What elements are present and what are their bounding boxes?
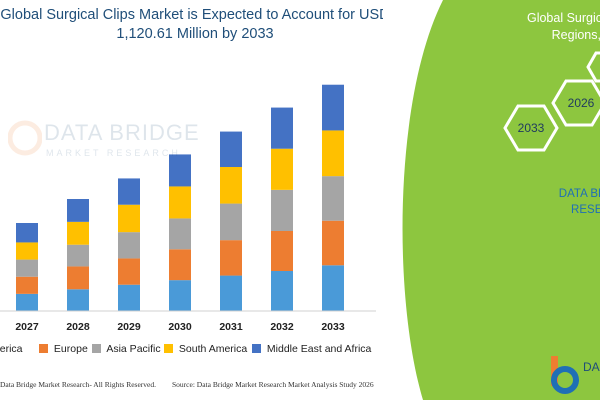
legend-label-america: America <box>0 343 23 355</box>
watermark: DATA BRIDGE MARKET RESEARCH <box>7 118 199 163</box>
bar-segment-2033-south-america <box>322 130 344 177</box>
legend: America Europe Asia Pacific South Americ… <box>0 343 384 359</box>
watermark-subtext: MARKET RESEARCH <box>46 148 181 158</box>
x-tick-label-2028: 2028 <box>66 321 90 333</box>
bar-segment-2027-south-america <box>16 242 38 260</box>
bar-segment-2030-america <box>169 280 191 311</box>
side-panel-brand-line-2: RESEARCH <box>571 204 600 216</box>
hex-year-2026: 2026 <box>551 79 600 127</box>
bar-segment-2031-asia-pacific <box>220 203 242 241</box>
x-tick-label-2027: 2027 <box>15 321 39 333</box>
side-panel-brand-line-1: DATA BRIDGE M <box>558 188 600 200</box>
bar-segment-2027-america <box>16 293 38 311</box>
bar-segment-2032-america <box>271 271 293 311</box>
source-note: Source: Data Bridge Market Research Mark… <box>172 380 374 389</box>
bar-segment-2030-asia-pacific <box>169 218 191 250</box>
bar-segment-2033-america <box>322 265 344 311</box>
legend-swatch-middle-east-and-africa <box>252 344 261 353</box>
legend-item-europe: Europe <box>39 343 88 355</box>
bar-segment-2030-middle-east-and-africa <box>169 154 191 187</box>
legend-swatch-south-america <box>164 344 173 353</box>
bar-segment-2028-middle-east-and-africa <box>67 199 89 222</box>
bar-segment-2029-europe <box>118 258 140 285</box>
legend-swatch-europe <box>39 344 48 353</box>
side-panel-brand: DATA BRIDGE M RESEARCH <box>503 186 600 218</box>
bar-segment-2032-europe <box>271 231 293 271</box>
brand-logo-text: DA <box>583 360 600 374</box>
chart-title-line-2: 1,120.61 Million by 2033 <box>116 26 274 42</box>
legend-label-south-america: South America <box>178 343 248 355</box>
hex-decoration <box>586 51 600 83</box>
hex-year-2033: 2033 <box>503 104 559 152</box>
chart-title: Global Surgical Clips Market is Expected… <box>0 6 390 44</box>
tick-labels: 2027 2028 2029 2030 2031 2032 2033 <box>15 321 345 333</box>
bar-segment-2027-europe <box>16 276 38 294</box>
bar-segment-2032-south-america <box>271 148 293 190</box>
side-panel-heading: Global Surgical Clips Regions, 20 <box>475 10 600 44</box>
side-panel: 2033 2026 Global Surgical Clips Regions,… <box>383 0 600 400</box>
bar-segment-2030-south-america <box>169 186 191 219</box>
x-tick-label-2029: 2029 <box>117 321 141 333</box>
bar-segment-2032-middle-east-and-africa <box>271 107 293 149</box>
legend-item-south-america: South America <box>164 343 247 355</box>
bar-segment-2033-middle-east-and-africa <box>322 84 344 131</box>
x-tick-label-2030: 2030 <box>168 321 192 333</box>
bar-segment-2031-middle-east-and-africa <box>220 131 242 167</box>
side-panel-heading-line-2: Regions, 20 <box>551 28 600 42</box>
watermark-logo-icon <box>7 120 43 156</box>
chart-title-line-1: Global Surgical Clips Market is Expected… <box>0 7 390 23</box>
side-panel-heading-line-1: Global Surgical Clips <box>526 11 600 25</box>
brand-logo-icon <box>551 356 579 394</box>
hex-year-2026-label: 2026 <box>568 96 595 110</box>
copyright-note: Data Bridge Market Research- All Rights … <box>0 380 156 389</box>
bar-segment-2032-asia-pacific <box>271 189 293 231</box>
bar-segment-2031-europe <box>220 240 242 276</box>
x-tick-label-2033: 2033 <box>321 321 345 333</box>
legend-label-middle-east-and-africa: Middle East and Africa <box>266 343 372 355</box>
legend-label-asia-pacific: Asia Pacific <box>106 343 161 355</box>
bar-segment-2029-middle-east-and-africa <box>118 178 140 205</box>
bar-segment-2027-middle-east-and-africa <box>16 223 38 243</box>
chart: 2027 2028 2029 2030 2031 2032 2033 <box>0 84 376 333</box>
bar-segment-2028-south-america <box>67 221 89 245</box>
legend-item-america: America <box>0 343 23 355</box>
legend-swatch-asia-pacific <box>92 344 101 353</box>
bar-segment-2031-america <box>220 275 242 311</box>
bar-segment-2030-europe <box>169 249 191 281</box>
x-tick-label-2032: 2032 <box>270 321 294 333</box>
legend-item-asia-pacific: Asia Pacific <box>92 343 161 355</box>
x-tick-label-2031: 2031 <box>219 321 243 333</box>
bar-segment-2031-south-america <box>220 167 242 204</box>
bar-segment-2028-asia-pacific <box>67 244 89 267</box>
watermark-text: DATA BRIDGE <box>44 120 200 145</box>
bar-segment-2027-asia-pacific <box>16 259 38 277</box>
bar-segment-2029-south-america <box>118 204 140 233</box>
bar-segment-2029-america <box>118 284 140 311</box>
bars-layer <box>16 84 344 311</box>
bar-segment-2028-america <box>67 289 89 311</box>
legend-item-middle-east-and-africa: Middle East and Africa <box>252 343 371 355</box>
hex-year-2033-label: 2033 <box>518 121 545 135</box>
legend-label-europe: Europe <box>53 343 88 355</box>
bar-segment-2033-asia-pacific <box>322 176 344 221</box>
bar-segment-2028-europe <box>67 266 89 290</box>
side-panel-shape: 2033 2026 <box>383 0 600 400</box>
bar-segment-2033-europe <box>322 220 344 266</box>
bar-segment-2029-asia-pacific <box>118 232 140 259</box>
